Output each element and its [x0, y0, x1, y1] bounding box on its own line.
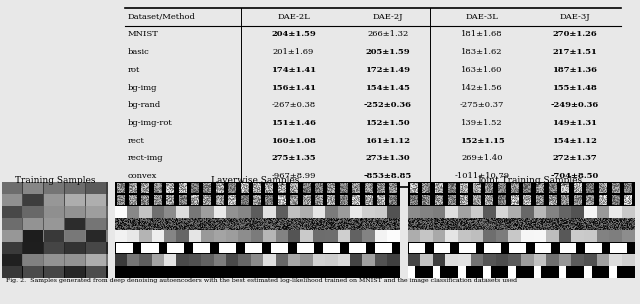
- Text: 269±1.40: 269±1.40: [461, 154, 502, 162]
- Text: rect: rect: [127, 137, 144, 145]
- Text: 152±1.50: 152±1.50: [365, 119, 410, 127]
- Text: 161±1.12: 161±1.12: [365, 137, 410, 145]
- Text: 139±1.52: 139±1.52: [461, 119, 503, 127]
- Text: bg-img-rot: bg-img-rot: [127, 119, 172, 127]
- Text: DAE-2L: DAE-2L: [277, 13, 310, 21]
- Text: rot: rot: [127, 66, 140, 74]
- Text: 172±1.49: 172±1.49: [365, 66, 410, 74]
- Text: -267±0.38: -267±0.38: [271, 101, 316, 109]
- Text: DAE-2J: DAE-2J: [372, 13, 403, 21]
- Text: -252±0.36: -252±0.36: [364, 101, 412, 109]
- Text: 275±1.35: 275±1.35: [271, 154, 316, 162]
- Text: DAE-3J: DAE-3J: [559, 13, 590, 21]
- Text: 142±1.56: 142±1.56: [461, 84, 503, 92]
- Text: 155±1.48: 155±1.48: [552, 84, 597, 92]
- Text: 205±1.59: 205±1.59: [365, 48, 410, 56]
- Text: Training Samples: Training Samples: [15, 176, 95, 185]
- Text: rect-img: rect-img: [127, 154, 163, 162]
- Text: Layerwise Samples: Layerwise Samples: [211, 176, 299, 185]
- Text: 272±1.37: 272±1.37: [552, 154, 597, 162]
- Text: -275±0.37: -275±0.37: [460, 101, 504, 109]
- Text: 181±1.68: 181±1.68: [461, 30, 503, 38]
- Text: -704±8.50: -704±8.50: [551, 172, 599, 180]
- Text: -967±8.99: -967±8.99: [271, 172, 316, 180]
- Text: convex: convex: [127, 172, 157, 180]
- Text: -249±0.36: -249±0.36: [551, 101, 599, 109]
- Text: 270±1.26: 270±1.26: [552, 30, 597, 38]
- Text: 174±1.41: 174±1.41: [271, 66, 316, 74]
- Text: 151±1.46: 151±1.46: [271, 119, 316, 127]
- Text: 183±1.62: 183±1.62: [461, 48, 502, 56]
- Text: 217±1.51: 217±1.51: [552, 48, 597, 56]
- Text: Fig. 2.  Samples generated from deep denoising autoencoders with the best estima: Fig. 2. Samples generated from deep deno…: [6, 278, 518, 283]
- Text: 204±1.59: 204±1.59: [271, 30, 316, 38]
- Text: 154±1.12: 154±1.12: [552, 137, 597, 145]
- Text: 154±1.45: 154±1.45: [365, 84, 410, 92]
- Text: -853±8.85: -853±8.85: [364, 172, 412, 180]
- Text: 187±1.36: 187±1.36: [552, 66, 597, 74]
- Text: 160±1.08: 160±1.08: [271, 137, 316, 145]
- Text: 273±1.30: 273±1.30: [365, 154, 410, 162]
- Text: basic: basic: [127, 48, 149, 56]
- Text: 156±1.41: 156±1.41: [271, 84, 316, 92]
- Text: 152±1.15: 152±1.15: [460, 137, 504, 145]
- Text: 201±1.69: 201±1.69: [273, 48, 314, 56]
- Text: Joint Training Samples: Joint Training Samples: [477, 176, 582, 185]
- Text: MNIST: MNIST: [127, 30, 158, 38]
- Text: bg-rand: bg-rand: [127, 101, 161, 109]
- Text: 163±1.60: 163±1.60: [461, 66, 502, 74]
- Text: Dataset/Method: Dataset/Method: [127, 13, 195, 21]
- Text: bg-img: bg-img: [127, 84, 157, 92]
- Text: 266±1.32: 266±1.32: [367, 30, 408, 38]
- Text: 149±1.31: 149±1.31: [552, 119, 597, 127]
- Text: DAE-3L: DAE-3L: [465, 13, 499, 21]
- Text: -1011±10.79: -1011±10.79: [454, 172, 509, 180]
